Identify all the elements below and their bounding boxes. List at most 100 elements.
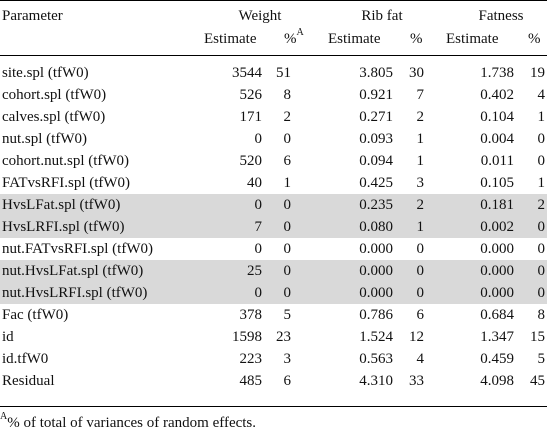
row-parameter-name: site.spl (tfW0) bbox=[2, 65, 89, 81]
superscript-a: A bbox=[296, 27, 304, 38]
row-value-cell: 0 bbox=[283, 197, 292, 213]
footnote-text: % of total of variances of random effect… bbox=[7, 415, 257, 431]
row-value-cell: 1 bbox=[416, 153, 425, 169]
header-ribfat-percent: % bbox=[410, 31, 423, 47]
row-value-cell: 223 bbox=[239, 351, 263, 367]
header-fatness-percent: % bbox=[528, 31, 541, 47]
row-value-cell: 0.000 bbox=[359, 285, 393, 301]
footnote-marker: A bbox=[0, 411, 8, 422]
row-value-cell: 0.000 bbox=[359, 241, 393, 257]
row-value-cell: 4 bbox=[537, 87, 546, 103]
top-rule bbox=[0, 0, 547, 1]
row-value-cell: 4 bbox=[416, 351, 425, 367]
row-value-cell: 40 bbox=[247, 175, 262, 191]
header-parameter: Parameter bbox=[2, 8, 63, 24]
row-value-cell: 25 bbox=[247, 263, 262, 279]
row-value-cell: 0 bbox=[537, 263, 546, 279]
row-parameter-name: id.tfW0 bbox=[2, 351, 49, 367]
row-value-cell: 5 bbox=[283, 307, 292, 323]
row-parameter-name: id bbox=[2, 329, 14, 345]
row-value-cell: 1 bbox=[537, 175, 546, 191]
row-parameter-name: HvsLFat.spl (tfW0) bbox=[2, 197, 121, 213]
row-value-cell: 0 bbox=[537, 241, 546, 257]
row-value-cell: 0 bbox=[283, 285, 292, 301]
row-value-cell: 0 bbox=[283, 263, 292, 279]
header-group-ribfat: Rib fat bbox=[361, 8, 403, 24]
row-value-cell: 1.524 bbox=[359, 329, 393, 345]
row-parameter-name: calves.spl (tfW0) bbox=[2, 109, 106, 125]
row-value-cell: 0.104 bbox=[480, 109, 514, 125]
row-value-cell: 15 bbox=[530, 329, 545, 345]
row-value-cell: 1 bbox=[416, 131, 425, 147]
row-value-cell: 1 bbox=[537, 109, 546, 125]
row-value-cell: 0.684 bbox=[480, 307, 514, 323]
row-value-cell: 19 bbox=[530, 65, 545, 81]
row-value-cell: 0 bbox=[283, 219, 292, 235]
header-rule bbox=[0, 55, 547, 56]
header-fatness-estimate: Estimate bbox=[446, 31, 499, 47]
row-value-cell: 0 bbox=[254, 241, 263, 257]
row-value-cell: 7 bbox=[254, 219, 263, 235]
row-value-cell: 0 bbox=[537, 219, 546, 235]
row-value-cell: 30 bbox=[409, 65, 424, 81]
row-value-cell: 0.094 bbox=[359, 153, 393, 169]
row-highlight bbox=[0, 260, 547, 282]
header-weight-estimate: Estimate bbox=[204, 31, 257, 47]
row-value-cell: 0 bbox=[283, 131, 292, 147]
row-parameter-name: HvsLRFI.spl (tfW0) bbox=[2, 219, 125, 235]
row-value-cell: 0.002 bbox=[480, 219, 514, 235]
row-value-cell: 0.563 bbox=[359, 351, 393, 367]
row-value-cell: 1 bbox=[416, 219, 425, 235]
header-weight-percent: %A bbox=[284, 28, 304, 50]
row-value-cell: 171 bbox=[239, 109, 263, 125]
bottom-rule bbox=[0, 406, 547, 407]
row-parameter-name: cohort.nut.spl (tfW0) bbox=[2, 153, 130, 169]
row-value-cell: 0 bbox=[254, 285, 263, 301]
row-value-cell: 0 bbox=[537, 131, 546, 147]
row-value-cell: 0.402 bbox=[480, 87, 514, 103]
row-value-cell: 526 bbox=[239, 87, 263, 103]
header-group-weight: Weight bbox=[238, 8, 282, 24]
row-value-cell: 4.098 bbox=[480, 373, 514, 389]
row-value-cell: 0.235 bbox=[359, 197, 393, 213]
header-ribfat-estimate: Estimate bbox=[328, 31, 381, 47]
row-value-cell: 0 bbox=[416, 263, 425, 279]
row-value-cell: 33 bbox=[409, 373, 424, 389]
row-value-cell: 1598 bbox=[232, 329, 262, 345]
row-parameter-name: nut.HvsLFat.spl (tfW0) bbox=[2, 263, 144, 279]
row-value-cell: 2 bbox=[416, 109, 425, 125]
row-parameter-name: nut.spl (tfW0) bbox=[2, 131, 87, 147]
row-value-cell: 1.347 bbox=[480, 329, 514, 345]
row-value-cell: 378 bbox=[239, 307, 263, 323]
row-value-cell: 3 bbox=[416, 175, 425, 191]
row-value-cell: 7 bbox=[416, 87, 425, 103]
row-value-cell: 0 bbox=[537, 153, 546, 169]
row-value-cell: 2 bbox=[416, 197, 425, 213]
row-value-cell: 520 bbox=[239, 153, 263, 169]
row-value-cell: 0 bbox=[416, 241, 425, 257]
row-value-cell: 51 bbox=[276, 65, 291, 81]
row-value-cell: 2 bbox=[283, 109, 292, 125]
row-value-cell: 0.093 bbox=[359, 131, 393, 147]
row-highlight bbox=[0, 216, 547, 238]
row-value-cell: 485 bbox=[239, 373, 263, 389]
row-value-cell: 0.425 bbox=[359, 175, 393, 191]
row-value-cell: 8 bbox=[537, 307, 546, 323]
row-parameter-name: cohort.spl (tfW0) bbox=[2, 87, 107, 103]
percent-label: % bbox=[284, 31, 297, 47]
row-value-cell: 8 bbox=[283, 87, 292, 103]
row-value-cell: 0.000 bbox=[359, 263, 393, 279]
row-value-cell: 0.921 bbox=[359, 87, 393, 103]
row-parameter-name: nut.HvsLRFI.spl (tfW0) bbox=[2, 285, 148, 301]
row-value-cell: 0 bbox=[416, 285, 425, 301]
row-value-cell: 0.080 bbox=[359, 219, 393, 235]
row-value-cell: 0.000 bbox=[480, 285, 514, 301]
row-value-cell: 3544 bbox=[232, 65, 262, 81]
row-value-cell: 6 bbox=[416, 307, 425, 323]
row-value-cell: 0.004 bbox=[480, 131, 514, 147]
row-parameter-name: FATvsRFI.spl (tfW0) bbox=[2, 175, 131, 191]
row-value-cell: 2 bbox=[537, 197, 546, 213]
row-value-cell: 1.738 bbox=[480, 65, 514, 81]
row-value-cell: 0.271 bbox=[359, 109, 393, 125]
footnote: A% of total of variances of random effec… bbox=[0, 411, 257, 433]
